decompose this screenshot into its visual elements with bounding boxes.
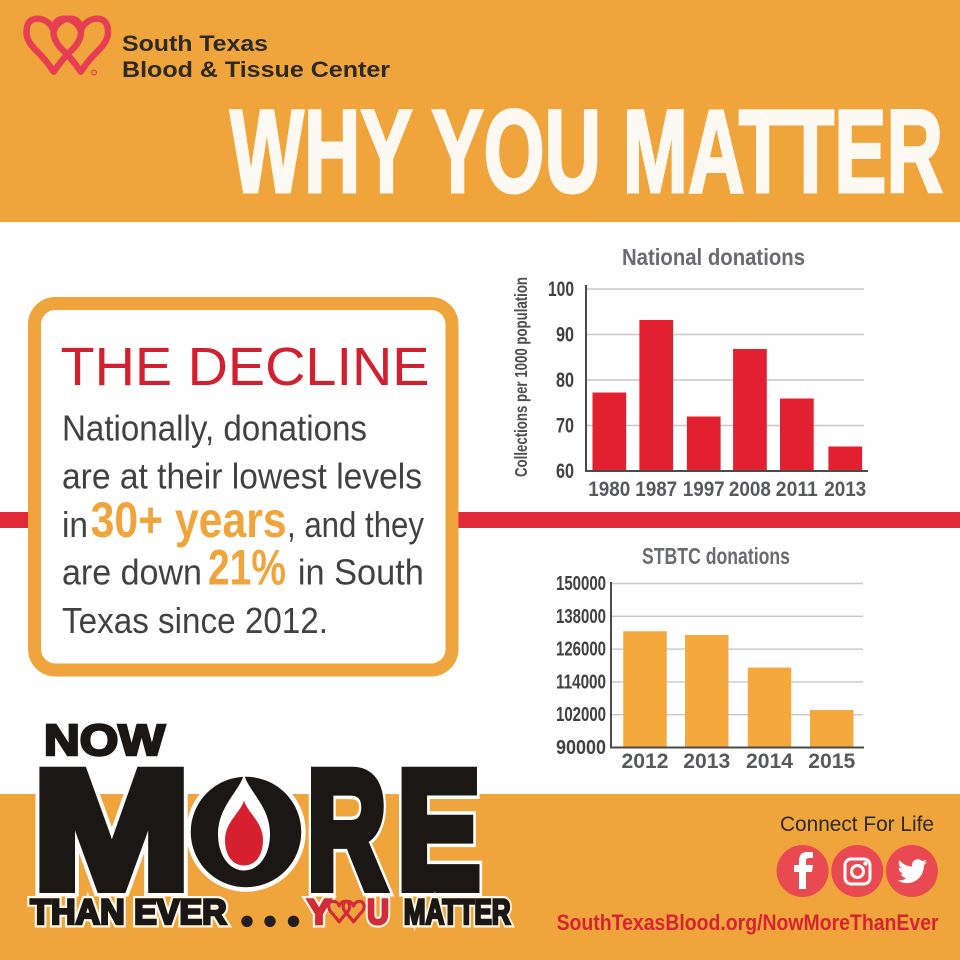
svg-text:2013: 2013 xyxy=(683,750,730,773)
svg-text:in: in xyxy=(62,504,88,545)
svg-text:138000: 138000 xyxy=(556,606,606,628)
svg-text:Y: Y xyxy=(307,893,331,932)
svg-text:E: E xyxy=(397,735,481,924)
svg-text:U: U xyxy=(367,893,389,932)
svg-text:2008: 2008 xyxy=(729,478,771,501)
svg-text:1987: 1987 xyxy=(635,478,677,501)
svg-text:, and they: , and they xyxy=(287,504,424,545)
svg-text:M: M xyxy=(32,735,191,924)
svg-text:THAN EVER: THAN EVER xyxy=(30,893,227,932)
svg-text:1980: 1980 xyxy=(588,478,630,501)
svg-text:150000: 150000 xyxy=(556,573,606,595)
svg-text:102000: 102000 xyxy=(556,704,606,726)
svg-text:are at their lowest levels: are at their lowest levels xyxy=(62,456,422,497)
svg-text:WHY YOU MATTER: WHY YOU MATTER xyxy=(230,86,943,218)
svg-text:E: E xyxy=(397,735,481,924)
svg-text:THAN EVER: THAN EVER xyxy=(30,893,227,932)
svg-text:114000: 114000 xyxy=(556,671,606,693)
svg-text:NOW: NOW xyxy=(44,716,166,765)
svg-text:21%: 21% xyxy=(208,540,286,596)
svg-text:2013: 2013 xyxy=(824,478,866,501)
svg-text:Blood & Tissue Center: Blood & Tissue Center xyxy=(122,57,390,82)
svg-text:MATTER: MATTER xyxy=(404,893,511,932)
svg-text:Connect For Life: Connect For Life xyxy=(780,812,934,836)
svg-text:90: 90 xyxy=(556,324,574,347)
svg-text:in South: in South xyxy=(298,552,424,593)
svg-text:Texas since 2012.: Texas since 2012. xyxy=(62,600,328,641)
svg-text:South Texas: South Texas xyxy=(122,31,268,56)
svg-text:SouthTexasBlood.org/NowMoreTha: SouthTexasBlood.org/NowMoreThanEver xyxy=(557,910,939,935)
svg-text:80: 80 xyxy=(556,369,574,392)
svg-text:60: 60 xyxy=(556,460,574,483)
svg-text:2012: 2012 xyxy=(622,750,669,773)
svg-text:30+ years: 30+ years xyxy=(91,492,287,548)
svg-text:STBTC donations: STBTC donations xyxy=(642,543,790,569)
svg-text:2011: 2011 xyxy=(776,478,818,501)
svg-text:R: R xyxy=(307,735,387,924)
svg-text:National donations: National donations xyxy=(622,244,805,270)
svg-text:M: M xyxy=(32,735,191,924)
svg-text:Nationally, donations: Nationally, donations xyxy=(62,408,367,449)
svg-text:2014: 2014 xyxy=(746,750,793,773)
svg-text:U: U xyxy=(367,893,389,932)
svg-text:90000: 90000 xyxy=(556,737,606,759)
svg-text:Collections per 1000 populatio: Collections per 1000 population xyxy=(511,277,531,477)
svg-text:are down: are down xyxy=(62,552,202,593)
svg-text:THE DECLINE: THE DECLINE xyxy=(61,337,430,397)
svg-text:Y: Y xyxy=(307,893,331,932)
svg-text:MATTER: MATTER xyxy=(404,893,511,932)
svg-text:126000: 126000 xyxy=(556,639,606,661)
svg-text:R: R xyxy=(307,735,387,924)
svg-text:100: 100 xyxy=(548,278,574,301)
svg-text:2015: 2015 xyxy=(808,750,855,773)
svg-text:70: 70 xyxy=(556,415,574,438)
svg-text:1997: 1997 xyxy=(683,478,725,501)
